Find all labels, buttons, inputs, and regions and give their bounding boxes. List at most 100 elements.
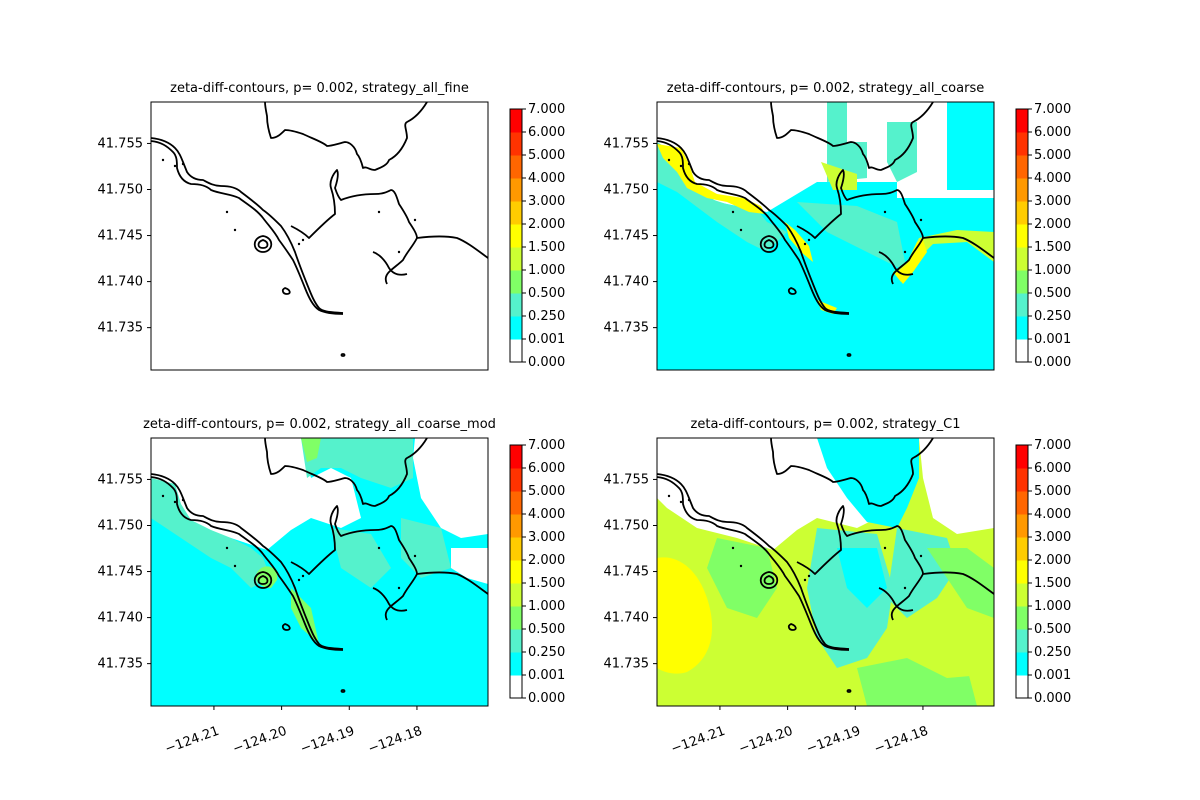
colorbar-swatch [510,155,522,179]
lat-tick-label: 41.745 [604,565,650,580]
lat-tick-label: 41.755 [604,472,650,487]
coastline-islet [413,554,417,558]
colorbar-swatch [1016,652,1028,676]
fill-region [151,478,271,588]
colorbar-swatch [1016,178,1028,202]
lat-tick-label: 41.745 [98,229,144,244]
lat-tick-label: 41.735 [98,321,144,336]
coastline-islet [161,494,165,498]
coastline-segment [878,251,914,276]
colorbar-tick-label: 1.000 [528,263,565,278]
fill-region [857,658,994,706]
coastline-segment [763,239,775,249]
colorbar-tick-label: 2.000 [1034,553,1071,568]
coastline-islet [687,498,691,502]
colorbar-tick-label: 0.001 [528,332,565,347]
colorbar-swatch [1016,339,1028,363]
coastline-segment [770,438,934,507]
lat-tick-label: 41.750 [98,518,144,533]
colorbar-tick-label: 0.000 [528,355,565,370]
lat-tick-label: 41.740 [604,611,650,626]
fill-region [827,102,867,182]
colorbar-swatch [510,270,522,294]
colorbar-swatch [1016,468,1028,492]
colorbar-swatch [1016,224,1028,248]
lat-tick-label: 41.745 [98,565,144,580]
coastline-islet [739,564,743,568]
lat-tick-label: 41.755 [98,472,144,487]
colorbar-tick-label: 0.000 [1034,355,1071,370]
map-area [657,438,994,706]
coastline-islet [883,546,887,550]
colorbar-swatch [1016,132,1028,156]
colorbar-tick-label: 3.000 [1034,530,1071,545]
fill-region [707,538,777,618]
coastline-segment [281,623,291,631]
map-panel: zeta-diff-contours, p= 0.002, strategy_a… [98,81,565,371]
panel-title: zeta-diff-contours, p= 0.002, strategy_a… [143,417,496,432]
coastline [151,438,488,693]
coastline-segment [151,476,344,651]
coastline-islet [233,228,237,232]
colorbar-swatch [1016,201,1028,225]
colorbar-swatch [510,537,522,561]
coastline-segment [416,235,488,259]
coastline-segment [290,169,418,285]
fill-max-region [657,557,713,674]
colorbar-swatch [510,445,522,469]
colorbar-swatch [1016,247,1028,271]
lon-tick-label: −124.19 [299,724,357,757]
colorbar-swatch [510,675,522,699]
colorbar-swatch [1016,629,1028,653]
coastline-islet [667,158,671,162]
colorbar-swatch [510,109,522,133]
colorbar-swatch [510,132,522,156]
coastline-islet [883,210,887,214]
map-area [151,102,488,370]
coastline-islet [413,218,417,222]
lat-tick-label: 41.745 [604,229,650,244]
fill-region [401,518,451,578]
coastline-segment [763,575,775,585]
coastline-islet [301,574,305,578]
fill-dry-region [919,438,994,534]
coastline-islet [173,500,177,504]
lon-tick-label: −124.21 [163,724,221,757]
lat-tick-label: 41.750 [604,518,650,533]
coastline-segment [416,571,488,595]
colorbar-tick-label: 0.500 [528,622,565,637]
fill-region [817,438,919,528]
fill-max-region [657,144,765,214]
colorbar-frame [1015,444,1029,699]
filled-contours [657,102,994,370]
coastline-islet [807,574,811,578]
coastline-segment [151,473,344,650]
coastline-segment [657,137,850,314]
coastline-islet [377,546,381,550]
colorbar-swatch [510,201,522,225]
coastline-islet [301,238,305,242]
coastline-islet [731,210,735,214]
colorbar-swatch [1016,583,1028,607]
fill-region [887,122,917,182]
colorbar-swatch [1016,675,1028,699]
coastline-segment [264,438,428,507]
colorbar-tick-label: 6.000 [1034,125,1071,140]
coastline-islet [181,162,185,166]
coastline-segment [253,571,273,589]
colorbar-tick-label: 4.000 [1034,507,1071,522]
colorbar-frame [509,108,523,363]
colorbar-swatch [510,514,522,538]
coastline-segment [657,476,850,651]
colorbar: 0.000 0.001 0.250 0.500 1.000 1.500 2.000 3.000… [1015,438,1071,706]
colorbar-tick-label: 4.000 [1034,171,1071,186]
colorbar-tick-label: 1.000 [1034,599,1071,614]
colorbar-swatch [1016,155,1028,179]
colorbar-swatch [510,606,522,630]
colorbar-tick-label: 1.500 [528,576,565,591]
coastline-segment [787,623,797,631]
lat-tick-label: 41.755 [98,136,144,151]
colorbar-tick-label: 0.250 [528,309,565,324]
coastline-segment [657,140,850,315]
colorbar-tick-label: 4.000 [528,507,565,522]
